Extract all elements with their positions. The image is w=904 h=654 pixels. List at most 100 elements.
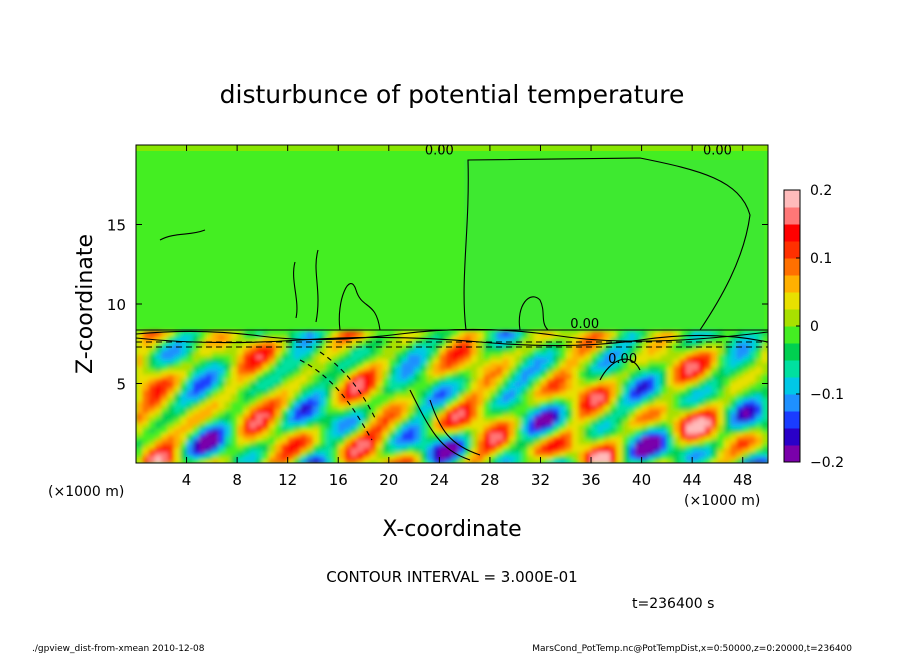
field-cell xyxy=(325,362,333,367)
field-cell xyxy=(736,431,744,437)
field-cell xyxy=(199,358,207,363)
field-cell xyxy=(224,424,232,429)
field-cell xyxy=(641,451,649,457)
field-cell xyxy=(414,420,422,425)
field-cell xyxy=(717,373,725,379)
field-cell xyxy=(660,408,668,414)
field-cell xyxy=(350,459,358,463)
field-cell xyxy=(470,342,479,348)
field-cell xyxy=(395,365,403,371)
field-cell xyxy=(546,435,554,441)
field-cell xyxy=(597,381,605,387)
field-cell xyxy=(192,362,200,367)
field-cell xyxy=(319,404,327,410)
field-cell xyxy=(521,389,529,394)
field-cell xyxy=(192,334,200,340)
field-cell xyxy=(521,362,529,367)
field-cell xyxy=(281,393,289,398)
field-cell xyxy=(742,412,750,418)
field-cell xyxy=(344,428,352,433)
field-cell xyxy=(136,385,144,391)
field-cell xyxy=(755,350,763,356)
field-cell xyxy=(262,358,270,363)
field-cell xyxy=(325,389,333,394)
field-cell xyxy=(275,369,283,375)
field-cell xyxy=(154,346,163,352)
field-cell xyxy=(218,342,226,348)
field-cell xyxy=(496,389,504,394)
field-cell xyxy=(553,459,561,463)
field-cell xyxy=(136,435,144,441)
field-cell xyxy=(256,408,264,414)
field-cell xyxy=(489,389,498,394)
field-cell xyxy=(205,334,213,340)
field-cell xyxy=(439,428,447,433)
field-cell xyxy=(698,400,706,406)
field-cell xyxy=(186,451,194,457)
field-cell xyxy=(508,373,516,379)
field-cell xyxy=(300,331,308,336)
field-cell xyxy=(218,350,226,356)
field-cell xyxy=(433,455,441,460)
field-cell xyxy=(331,381,340,387)
field-cell xyxy=(685,350,693,356)
field-cell xyxy=(173,443,182,449)
field-cell xyxy=(376,443,384,449)
field-cell xyxy=(578,416,586,422)
field-cell xyxy=(540,439,548,445)
field-cell xyxy=(211,365,219,371)
field-cell xyxy=(180,420,188,425)
field-cell xyxy=(489,346,498,352)
field-cell xyxy=(622,369,630,375)
field-cell xyxy=(610,447,618,453)
field-cell xyxy=(496,412,504,418)
field-cell xyxy=(167,400,175,406)
field-cell xyxy=(154,424,163,429)
field-cell xyxy=(470,431,479,437)
contour-label: 0.00 xyxy=(570,317,599,332)
field-cell xyxy=(483,389,491,394)
field-cell xyxy=(597,400,605,406)
field-cell xyxy=(553,377,561,383)
field-cell xyxy=(660,455,668,460)
field-cell xyxy=(534,397,542,402)
field-cell xyxy=(546,424,554,429)
field-cell xyxy=(249,381,257,387)
field-cell xyxy=(173,447,182,453)
field-cell xyxy=(496,346,504,352)
field-cell xyxy=(205,412,213,418)
field-cell xyxy=(224,435,232,441)
field-cell xyxy=(540,431,548,437)
field-cell xyxy=(401,400,409,406)
field-cell xyxy=(717,397,725,402)
field-cell xyxy=(363,381,371,387)
field-cell xyxy=(395,358,403,363)
field-cell xyxy=(287,385,295,391)
field-cell xyxy=(294,381,302,387)
field-cell xyxy=(540,451,548,457)
field-cell xyxy=(243,447,251,453)
field-cell xyxy=(749,381,757,387)
field-cell xyxy=(597,346,605,352)
colorbar-tick-label: −0.1 xyxy=(810,387,844,403)
field-cell xyxy=(192,358,200,363)
field-cell xyxy=(470,346,479,352)
field-cell xyxy=(167,447,175,453)
field-cell xyxy=(698,381,706,387)
field-cell xyxy=(312,455,321,460)
field-cell xyxy=(173,381,182,387)
field-cell xyxy=(730,408,738,414)
field-cell xyxy=(452,431,460,437)
field-cell xyxy=(325,443,333,449)
field-cell xyxy=(154,451,163,457)
field-cell xyxy=(319,362,327,367)
field-cell xyxy=(546,416,554,422)
field-cell xyxy=(616,431,624,437)
field-cell xyxy=(148,443,156,449)
field-cell xyxy=(287,354,295,359)
field-cell xyxy=(211,342,219,348)
field-cell xyxy=(350,354,358,359)
field-cell xyxy=(287,400,295,406)
field-cell xyxy=(591,385,599,391)
field-cell xyxy=(553,358,561,363)
